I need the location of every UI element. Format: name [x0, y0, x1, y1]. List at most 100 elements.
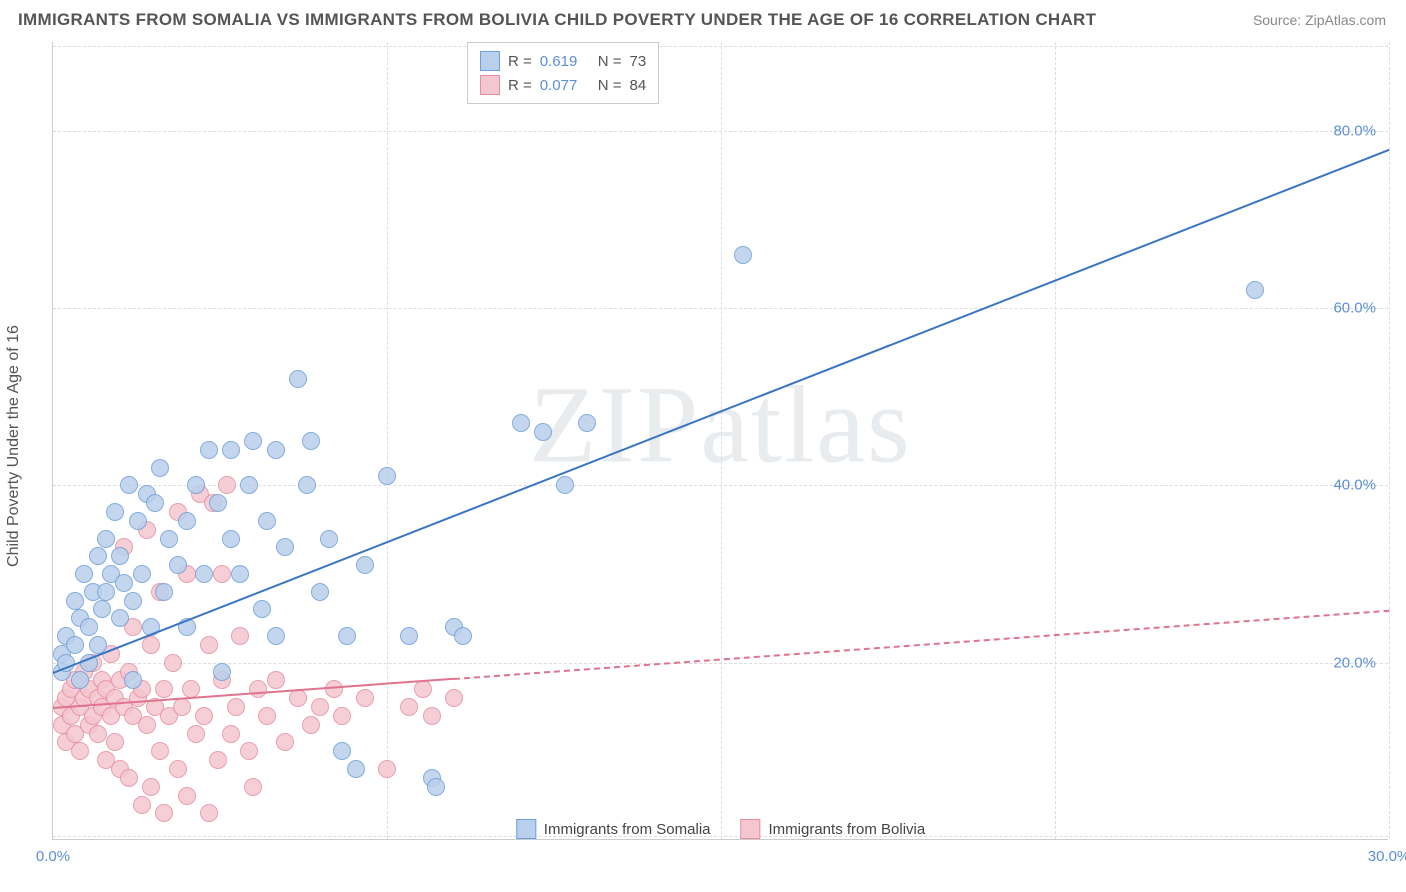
scatter-point-somalia	[115, 574, 133, 592]
y-axis-label: Child Poverty Under the Age of 16	[5, 325, 23, 567]
scatter-point-somalia	[734, 246, 752, 264]
scatter-point-somalia	[454, 627, 472, 645]
scatter-point-bolivia	[400, 698, 418, 716]
scatter-point-bolivia	[445, 689, 463, 707]
scatter-point-bolivia	[423, 707, 441, 725]
scatter-point-somalia	[267, 441, 285, 459]
stats-row-bolivia: R = 0.077 N = 84	[480, 73, 646, 97]
scatter-point-somalia	[178, 512, 196, 530]
scatter-point-somalia	[400, 627, 418, 645]
scatter-point-bolivia	[333, 707, 351, 725]
scatter-point-somalia	[169, 556, 187, 574]
scatter-point-bolivia	[213, 565, 231, 583]
legend-item-somalia: Immigrants from Somalia	[516, 819, 711, 839]
scatter-point-somalia	[298, 476, 316, 494]
scatter-point-bolivia	[200, 804, 218, 822]
gridline-vertical	[387, 42, 388, 839]
scatter-point-bolivia	[227, 698, 245, 716]
legend-label-somalia: Immigrants from Somalia	[544, 821, 711, 838]
y-tick-label: 40.0%	[1333, 477, 1376, 494]
scatter-point-bolivia	[155, 680, 173, 698]
scatter-point-somalia	[151, 459, 169, 477]
r-value-bolivia: 0.077	[540, 77, 590, 94]
scatter-point-somalia	[222, 530, 240, 548]
gridline-vertical	[1055, 42, 1056, 839]
scatter-point-bolivia	[71, 742, 89, 760]
scatter-point-bolivia	[120, 769, 138, 787]
scatter-point-somalia	[578, 414, 596, 432]
legend-swatch-somalia	[516, 819, 536, 839]
scatter-point-somalia	[187, 476, 205, 494]
scatter-point-somalia	[200, 441, 218, 459]
scatter-point-somalia	[289, 370, 307, 388]
scatter-point-somalia	[133, 565, 151, 583]
scatter-point-bolivia	[276, 733, 294, 751]
gridline-vertical	[1389, 42, 1390, 839]
scatter-point-somalia	[89, 547, 107, 565]
scatter-point-somalia	[93, 600, 111, 618]
scatter-point-somalia	[195, 565, 213, 583]
gridline-vertical	[721, 42, 722, 839]
r-label: R =	[508, 77, 532, 94]
scatter-point-somalia	[258, 512, 276, 530]
scatter-point-somalia	[106, 503, 124, 521]
scatter-point-somalia	[333, 742, 351, 760]
scatter-point-somalia	[124, 592, 142, 610]
n-label: N =	[598, 77, 622, 94]
scatter-point-somalia	[75, 565, 93, 583]
scatter-point-bolivia	[249, 680, 267, 698]
scatter-point-somalia	[338, 627, 356, 645]
scatter-point-somalia	[320, 530, 338, 548]
n-label: N =	[598, 53, 622, 70]
scatter-point-bolivia	[178, 787, 196, 805]
scatter-point-bolivia	[169, 760, 187, 778]
scatter-point-somalia	[512, 414, 530, 432]
stats-row-somalia: R =0.619N =73	[480, 49, 646, 73]
scatter-point-bolivia	[302, 716, 320, 734]
scatter-point-bolivia	[311, 698, 329, 716]
stats-box: R =0.619N =73R =0.077N =84	[467, 42, 659, 104]
scatter-point-somalia	[146, 494, 164, 512]
scatter-point-bolivia	[267, 671, 285, 689]
r-value-somalia: 0.619	[540, 53, 590, 70]
scatter-point-bolivia	[195, 707, 213, 725]
scatter-point-bolivia	[414, 680, 432, 698]
scatter-point-bolivia	[356, 689, 374, 707]
x-tick-label: 0.0%	[36, 848, 70, 865]
scatter-point-somalia	[97, 530, 115, 548]
scatter-point-somalia	[267, 627, 285, 645]
scatter-point-somalia	[1246, 281, 1264, 299]
scatter-point-somalia	[66, 636, 84, 654]
scatter-point-bolivia	[151, 742, 169, 760]
legend: Immigrants from Somalia Immigrants from B…	[516, 819, 925, 839]
scatter-point-somalia	[71, 671, 89, 689]
scatter-point-somalia	[276, 538, 294, 556]
scatter-point-somalia	[97, 583, 115, 601]
scatter-point-somalia	[231, 565, 249, 583]
scatter-point-bolivia	[133, 796, 151, 814]
scatter-point-bolivia	[209, 751, 227, 769]
y-tick-label: 80.0%	[1333, 122, 1376, 139]
scatter-point-somalia	[302, 432, 320, 450]
scatter-point-bolivia	[325, 680, 343, 698]
n-value-bolivia: 84	[630, 77, 647, 94]
scatter-point-somalia	[356, 556, 374, 574]
scatter-point-bolivia	[240, 742, 258, 760]
scatter-point-somalia	[120, 476, 138, 494]
r-label: R =	[508, 53, 532, 70]
scatter-point-somalia	[209, 494, 227, 512]
swatch-somalia	[480, 51, 500, 71]
scatter-point-somalia	[129, 512, 147, 530]
scatter-point-bolivia	[187, 725, 205, 743]
scatter-point-somalia	[534, 423, 552, 441]
chart-title: IMMIGRANTS FROM SOMALIA VS IMMIGRANTS FR…	[18, 10, 1096, 30]
scatter-point-somalia	[253, 600, 271, 618]
legend-item-bolivia: Immigrants from Bolivia	[741, 819, 926, 839]
scatter-point-bolivia	[164, 654, 182, 672]
scatter-point-somalia	[66, 592, 84, 610]
scatter-point-somalia	[160, 530, 178, 548]
scatter-point-bolivia	[173, 698, 191, 716]
scatter-point-bolivia	[89, 725, 107, 743]
x-tick-label: 30.0%	[1368, 848, 1406, 865]
scatter-point-bolivia	[142, 636, 160, 654]
